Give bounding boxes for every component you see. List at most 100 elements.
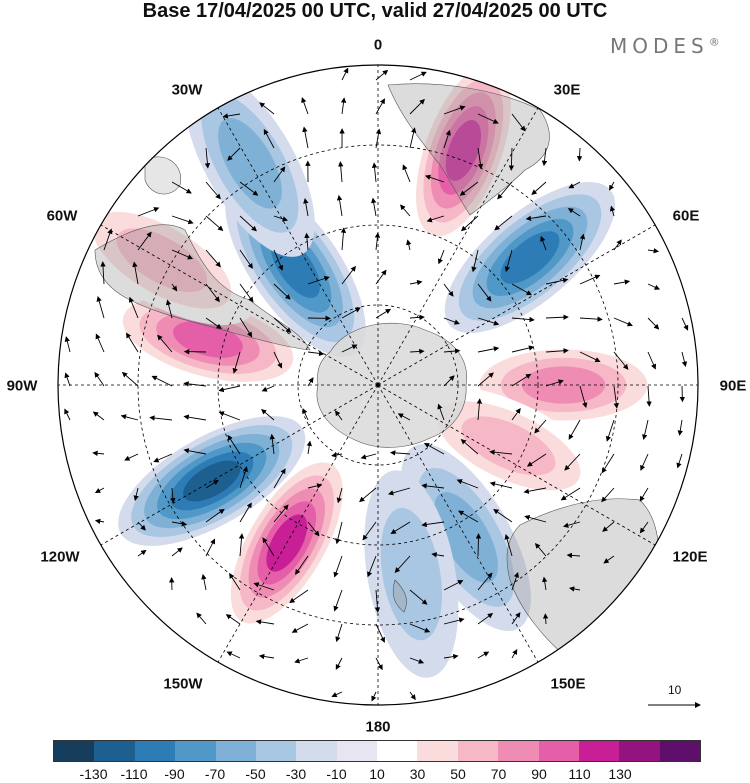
wind-vector — [196, 612, 207, 625]
wind-vector — [511, 316, 535, 323]
wind-vector — [183, 381, 207, 387]
wind-vector — [375, 308, 392, 319]
wind-vector — [341, 307, 361, 319]
wind-vector — [511, 649, 518, 659]
colorbar-swatch — [215, 741, 256, 761]
wind-vector — [335, 657, 343, 670]
wind-vector — [171, 283, 178, 292]
wind-vector — [239, 249, 253, 269]
anomaly-contour — [500, 231, 560, 284]
wind-vector — [568, 419, 581, 440]
wind-vector — [239, 317, 253, 338]
wind-vector — [456, 479, 479, 489]
wind-vector — [95, 333, 105, 353]
wind-vector — [613, 351, 629, 370]
wind-vector — [94, 487, 105, 494]
wind-vector — [477, 372, 494, 387]
wind-vector — [542, 613, 549, 625]
wind-vector — [255, 619, 275, 625]
wind-vector — [137, 549, 147, 557]
wind-vector — [425, 174, 445, 183]
wind-vector — [273, 283, 291, 300]
wind-vector — [273, 215, 288, 222]
wind-vector — [295, 555, 309, 575]
colorbar-swatch — [578, 741, 620, 761]
wind-vector — [335, 623, 343, 643]
wind-vector — [409, 348, 425, 355]
wind-vector — [126, 332, 139, 353]
wind-vector — [336, 487, 343, 504]
wind-vector — [341, 265, 356, 285]
wind-vector — [477, 317, 500, 326]
wind-vector — [335, 521, 343, 545]
wind-vector — [258, 653, 275, 660]
wind-vector — [394, 555, 411, 573]
colorbar-swatch — [54, 741, 95, 761]
lon-label-120w: 120W — [40, 548, 80, 566]
lon-label-150e: 150E — [550, 675, 586, 693]
wind-vector — [273, 249, 284, 271]
wind-vector — [409, 657, 425, 664]
wind-vector — [232, 351, 241, 374]
modes-logo: MODES® — [610, 34, 720, 58]
wind-vector — [171, 521, 188, 527]
wind-vector — [443, 283, 454, 297]
wind-vector — [331, 691, 343, 698]
wind-vector — [133, 487, 139, 502]
wind-vector — [443, 617, 465, 625]
wind-vector — [302, 408, 309, 421]
wind-vector — [511, 373, 532, 387]
wind-vector — [511, 283, 532, 296]
wind-vector — [476, 398, 483, 421]
wind-vector — [576, 147, 583, 162]
wind-vector — [409, 314, 425, 321]
land-africa — [387, 83, 550, 216]
lat-lon-grid — [58, 65, 698, 705]
colorbar — [53, 740, 701, 762]
wind-vector — [307, 275, 330, 285]
wind-vector — [431, 552, 445, 558]
colorbar-swatch — [538, 741, 579, 761]
wind-vector — [541, 147, 548, 167]
wind-vector — [568, 181, 581, 189]
wind-vector — [579, 351, 601, 363]
anomaly-contour — [521, 366, 606, 404]
colorbar-swatch — [336, 741, 377, 761]
wind-vector — [183, 448, 207, 455]
wind-vector — [647, 351, 657, 370]
wind-vector — [273, 351, 283, 369]
wind-vector — [239, 283, 254, 303]
wind-vector — [545, 277, 569, 285]
wind-vector — [201, 573, 207, 591]
wind-vector — [137, 231, 152, 251]
wind-vector — [302, 126, 309, 149]
anomaly-contour — [445, 120, 482, 181]
wind-vector — [601, 487, 615, 503]
wind-vector — [331, 452, 343, 458]
meridian — [217, 107, 379, 386]
wind-vector — [508, 147, 515, 171]
wind-vector — [239, 466, 248, 489]
colorbar-tick-label: 50 — [450, 766, 466, 782]
wind-vector — [375, 623, 385, 643]
colorbar-tick-label: -110 — [120, 766, 148, 782]
wind-vector — [443, 375, 455, 387]
wind-vector — [374, 232, 381, 251]
wind-vector — [96, 296, 105, 319]
wind-vector — [171, 547, 183, 557]
wind-vector — [477, 651, 490, 659]
wind-vector — [375, 657, 383, 671]
wind-vector — [333, 555, 343, 578]
colorbar-tick-label: -130 — [79, 766, 108, 782]
wind-vector — [263, 128, 275, 149]
wind-vector — [170, 487, 176, 504]
wind-vector — [227, 434, 241, 455]
wind-vector — [183, 414, 207, 421]
wind-vector — [443, 105, 466, 115]
wind-vector — [165, 299, 173, 319]
wind-vector — [307, 483, 323, 489]
wind-vector — [103, 228, 113, 251]
wind-vector — [443, 129, 451, 149]
wind-vector — [333, 589, 343, 612]
